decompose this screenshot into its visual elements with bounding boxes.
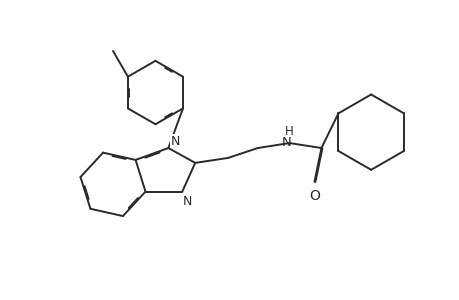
Text: N: N [170,135,179,148]
Text: N: N [182,195,191,208]
Text: O: O [308,189,319,202]
Text: H: H [285,125,293,138]
Text: N: N [281,136,291,148]
